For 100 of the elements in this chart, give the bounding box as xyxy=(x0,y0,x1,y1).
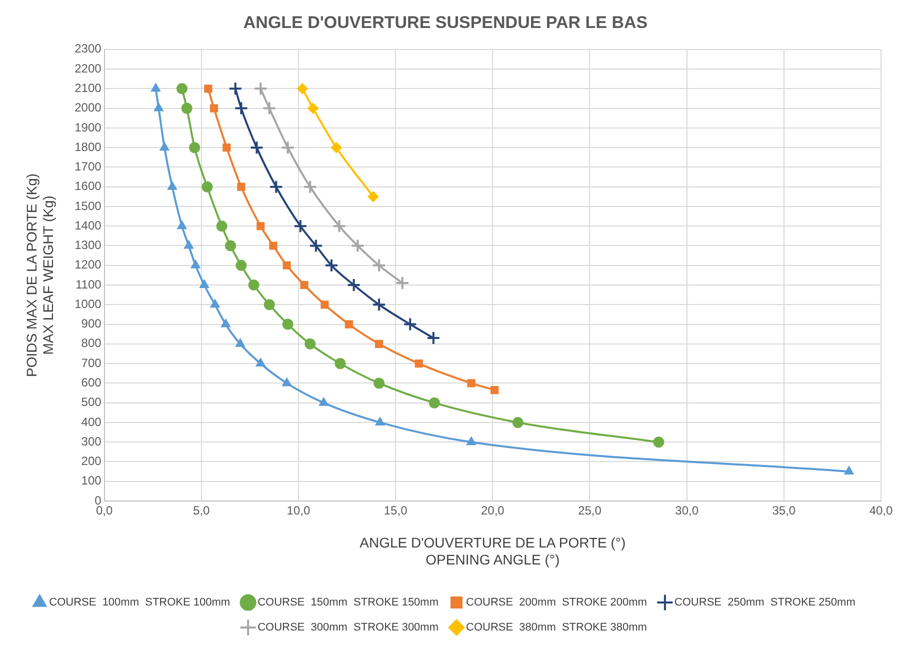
point xyxy=(490,386,499,394)
y-tick-label: 900 xyxy=(81,316,102,331)
point xyxy=(190,260,200,268)
point xyxy=(282,318,294,330)
chart-title: ANGLE D'OUVERTURE SUSPENDUE PAR LE BAS xyxy=(243,12,648,32)
y-tick-label: 1600 xyxy=(74,179,102,194)
point xyxy=(160,142,170,151)
point xyxy=(216,220,228,232)
point xyxy=(414,360,423,368)
legend-label: COURSE 100mm STROKE 100mm xyxy=(49,596,230,609)
y-tick-label: 2300 xyxy=(74,42,102,56)
y-tick-label: 1300 xyxy=(74,238,102,252)
y-tick-label: 1400 xyxy=(74,218,102,232)
point xyxy=(374,378,385,389)
point xyxy=(308,238,323,253)
point xyxy=(282,261,291,270)
point xyxy=(177,220,187,230)
point xyxy=(324,258,338,272)
point xyxy=(262,101,276,116)
point xyxy=(269,242,278,250)
y-tick-label: 700 xyxy=(81,356,102,370)
y-tick-label: 1800 xyxy=(74,140,102,154)
point xyxy=(264,299,275,310)
y-tick-label: 2100 xyxy=(74,80,102,95)
point xyxy=(199,280,210,288)
point xyxy=(250,140,264,155)
point xyxy=(154,102,164,112)
point xyxy=(150,83,161,92)
point xyxy=(303,180,318,194)
y-tick-label: 2000 xyxy=(74,100,102,115)
y-tick-label: 1900 xyxy=(74,120,102,134)
point xyxy=(256,222,265,230)
point xyxy=(181,102,192,114)
y-axis-title: POIDS MAX DE LA PORTE (Kg) MAX LEAF WEIGHT (Kg) xyxy=(23,173,56,377)
point xyxy=(222,144,231,152)
point xyxy=(372,258,386,272)
point xyxy=(332,219,346,234)
point xyxy=(304,338,316,350)
legend-label: COURSE 380mm STROKE 380mm xyxy=(466,622,647,634)
point xyxy=(210,104,218,112)
point xyxy=(210,299,220,308)
point xyxy=(318,397,329,406)
point xyxy=(330,142,342,154)
x-axis-title: ANGLE D'OUVERTURE DE LA PORTE (°) OPENING ANGLE (°) xyxy=(360,534,626,568)
point xyxy=(346,278,361,292)
point xyxy=(236,260,247,271)
point xyxy=(256,358,266,367)
y-tick-label: 1700 xyxy=(74,160,102,174)
y-tick-label: 800 xyxy=(81,336,102,350)
point xyxy=(375,340,384,348)
y-tick-label: 200 xyxy=(81,454,102,468)
x-tick-label: 35,0 xyxy=(772,504,796,518)
point xyxy=(372,298,386,312)
x-tick-label: 15,0 xyxy=(384,504,408,518)
y-tick-label: 600 xyxy=(81,376,102,390)
point xyxy=(844,466,854,475)
point xyxy=(512,416,524,428)
point xyxy=(228,82,242,96)
x-tick-label: 25,0 xyxy=(578,504,602,518)
legend-label: COURSE 200mm STROKE 200mm xyxy=(466,596,647,609)
x-tick-label: 10,0 xyxy=(286,504,310,518)
y-tick-label: 500 xyxy=(81,395,102,410)
point xyxy=(300,280,308,290)
point xyxy=(368,191,379,202)
legend-label: COURSE 300mm STROKE 300mm xyxy=(258,622,439,634)
point xyxy=(176,83,188,94)
y-tick-label: 100 xyxy=(81,474,102,488)
point xyxy=(235,338,246,347)
x-tick-label: 30,0 xyxy=(675,504,699,518)
point xyxy=(184,240,194,249)
point xyxy=(334,358,346,370)
point xyxy=(204,84,212,93)
y-tick-label: 1200 xyxy=(74,258,102,272)
y-tick-label: 400 xyxy=(81,414,102,429)
point xyxy=(467,379,476,388)
point xyxy=(189,142,200,154)
point xyxy=(237,182,246,191)
x-tick-label: 5,0 xyxy=(193,504,210,518)
y-tick-label: 1500 xyxy=(74,198,102,213)
point xyxy=(280,140,295,155)
point xyxy=(344,320,353,328)
legend-label: COURSE 250mm STROKE 250mm xyxy=(674,596,856,609)
point xyxy=(426,331,440,346)
point xyxy=(202,181,213,192)
point xyxy=(375,416,385,426)
point xyxy=(403,317,418,332)
point xyxy=(234,101,248,116)
y-tick-label: 2200 xyxy=(74,61,102,76)
legend-label: COURSE 150mm STROKE 150mm xyxy=(258,596,439,609)
x-tick-label: 20,0 xyxy=(480,504,505,518)
y-tick-label: 1000 xyxy=(74,296,102,311)
x-tick-label: 40,0 xyxy=(869,504,893,518)
point xyxy=(308,102,319,114)
y-tick-label: 300 xyxy=(81,434,102,448)
point xyxy=(395,276,410,290)
point xyxy=(293,219,308,234)
point xyxy=(220,318,230,328)
point xyxy=(167,181,178,190)
point xyxy=(296,83,308,94)
point xyxy=(269,180,284,194)
